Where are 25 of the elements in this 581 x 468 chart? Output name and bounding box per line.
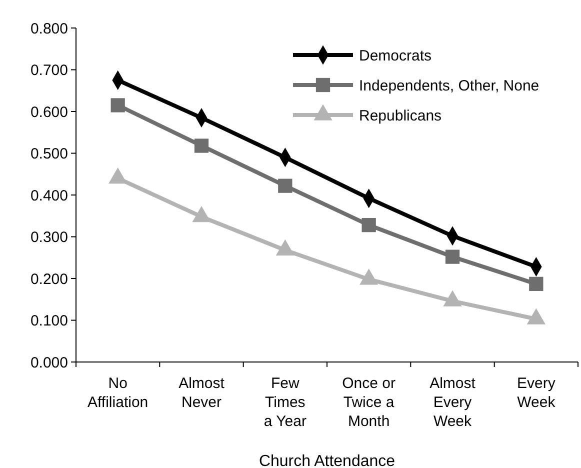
legend-label: Democrats bbox=[359, 47, 432, 64]
point bbox=[445, 250, 460, 264]
y-tick-label: 0.200 bbox=[30, 270, 68, 288]
x-tick-label: Almost Never bbox=[178, 375, 226, 411]
legend-label: Republicans bbox=[359, 107, 442, 124]
point bbox=[194, 138, 209, 153]
x-tick-label: Almost Every Week bbox=[430, 375, 476, 430]
y-tick-label: 0.400 bbox=[30, 187, 68, 204]
y-tick-label: 0.800 bbox=[30, 20, 68, 38]
legend-label: Independents, Other, None bbox=[359, 77, 540, 94]
y-tick-label: 0.500 bbox=[30, 146, 68, 162]
point bbox=[278, 178, 292, 193]
point bbox=[529, 276, 544, 291]
y-tick-label: 0.000 bbox=[30, 354, 68, 372]
x-axis-title: Church Attendance bbox=[258, 453, 396, 468]
y-tick-label: 0.700 bbox=[30, 62, 68, 79]
y-tick-label: 0.600 bbox=[30, 104, 68, 121]
y-tick-label: 0.300 bbox=[30, 229, 68, 246]
x-tick-label: Few Times a Year bbox=[264, 375, 306, 430]
x-tick-label: Every Week bbox=[516, 375, 556, 411]
point bbox=[362, 218, 376, 232]
x-tick-label: No Affiliation bbox=[88, 375, 148, 411]
y-tick-label: 0.100 bbox=[30, 312, 68, 330]
point bbox=[110, 98, 125, 112]
x-tick-label: Once or Twice a Month bbox=[342, 375, 396, 430]
